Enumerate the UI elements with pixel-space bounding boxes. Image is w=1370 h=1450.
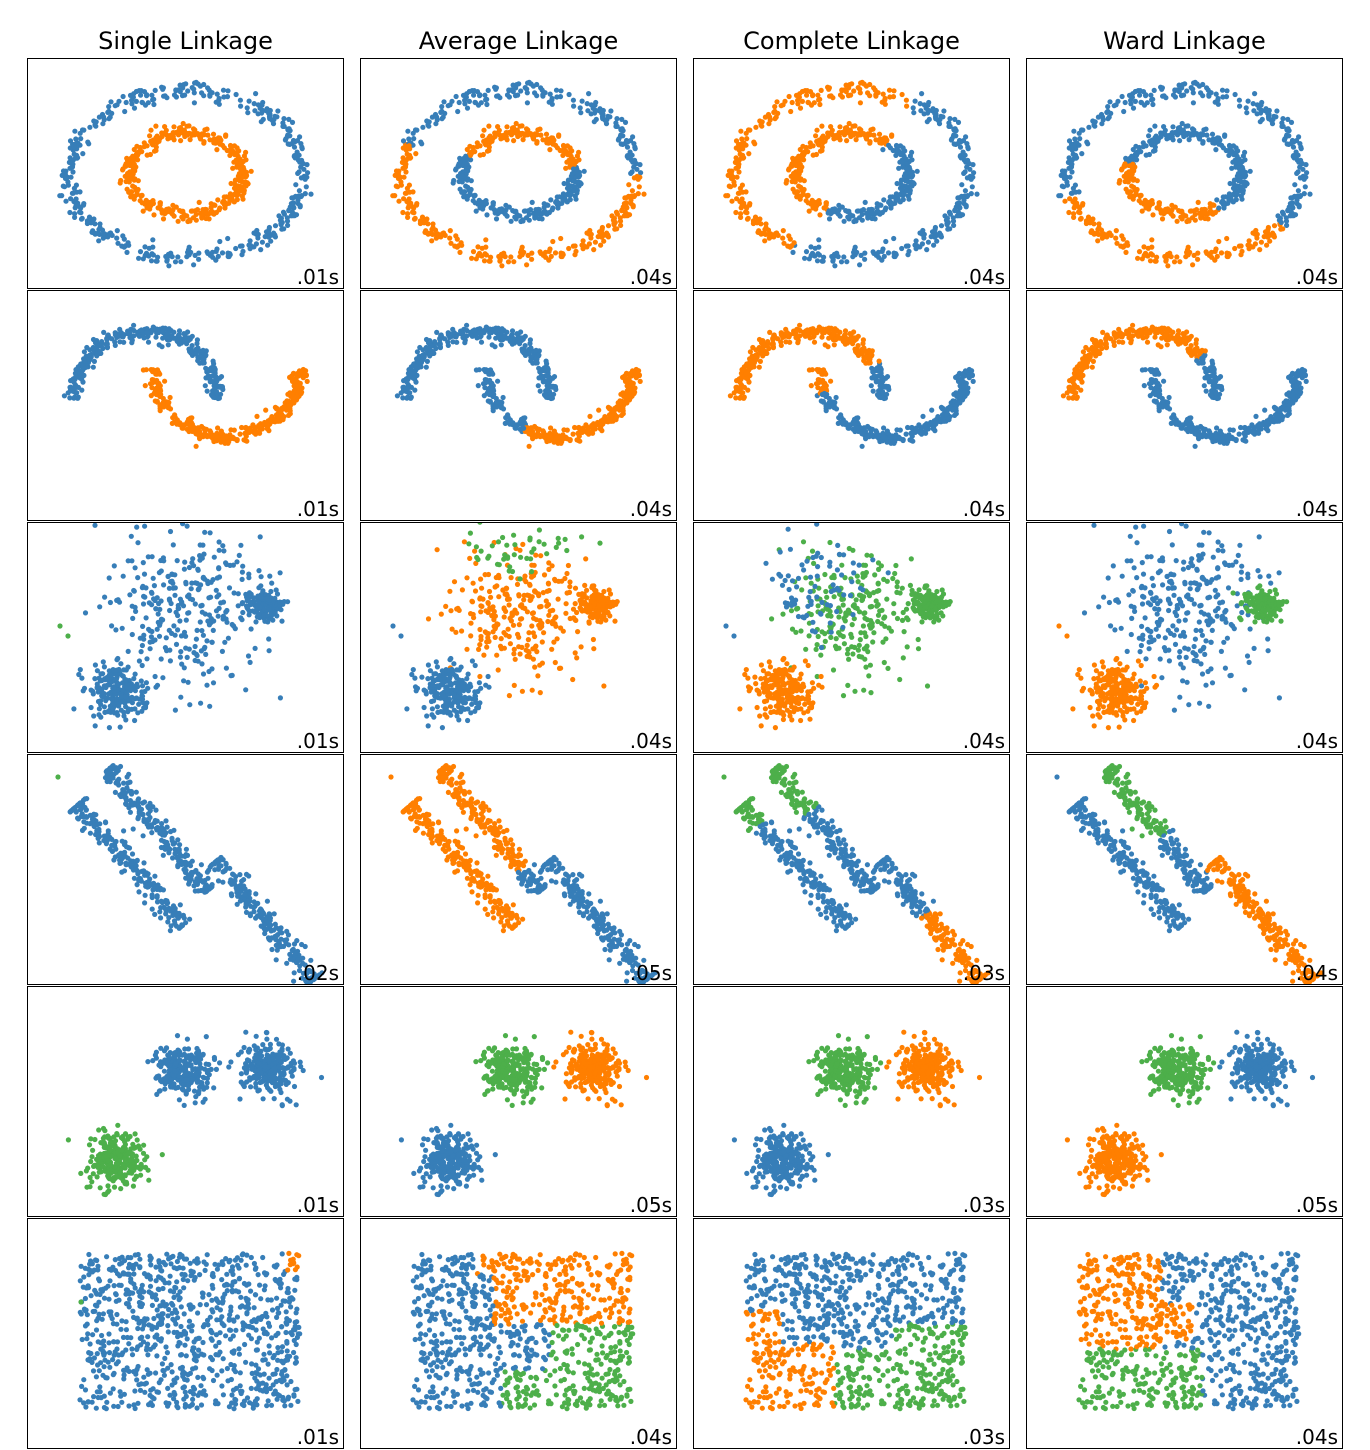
scatter-plot	[721, 763, 991, 984]
timing-label: .04s	[629, 265, 672, 289]
scatter-plot	[57, 79, 314, 269]
timing-label: .05s	[1295, 1193, 1338, 1217]
subplot-aniso-ward: .04s	[1026, 754, 1343, 985]
subplot-varied-complete: .04s	[693, 522, 1010, 753]
subplot-noisy_moons-ward: .04s	[1026, 290, 1343, 521]
timing-label: .04s	[1295, 265, 1338, 289]
subplot-varied-ward: .04s	[1026, 522, 1343, 753]
scatter-plot	[1054, 763, 1324, 984]
scatter-plot	[394, 322, 643, 449]
subplot-no_structure-ward: .04s	[1026, 1218, 1343, 1449]
scatter-plot	[57, 523, 291, 731]
subplot-blobs-ward: .05s	[1026, 986, 1343, 1217]
timing-label: .02s	[296, 961, 339, 985]
subplot-aniso-average: .05s	[360, 754, 677, 985]
column-title-average: Average Linkage	[418, 27, 619, 55]
subplot-blobs-complete: .03s	[693, 986, 1010, 1217]
column-title-ward: Ward Linkage	[1103, 27, 1266, 55]
timing-label: .04s	[962, 497, 1005, 521]
timing-label: .01s	[296, 497, 339, 521]
scatter-plot	[61, 322, 310, 449]
subplot-no_structure-average: .04s	[360, 1218, 677, 1449]
timing-label: .04s	[629, 1425, 672, 1449]
subplot-blobs-average: .05s	[360, 986, 677, 1217]
scatter-plot	[398, 1029, 650, 1198]
timing-label: .01s	[296, 1425, 339, 1449]
subplot-aniso-complete: .03s	[693, 754, 1010, 985]
timing-label: .01s	[296, 729, 339, 753]
scatter-plot	[390, 79, 647, 269]
scatter-plot	[1060, 322, 1309, 449]
timing-label: .04s	[1295, 497, 1338, 521]
scatter-plot	[743, 1250, 969, 1412]
column-title-single: Single Linkage	[98, 27, 273, 55]
subplot-no_structure-single: .01s	[27, 1218, 344, 1449]
scatter-plot	[77, 1250, 303, 1412]
scatter-plot	[65, 1029, 325, 1198]
subplot-varied-single: .01s	[27, 522, 344, 753]
scatter-plot	[388, 763, 658, 984]
scatter-plot	[723, 79, 980, 269]
scatter-plot	[1056, 79, 1313, 269]
subplot-noisy_moons-complete: .04s	[693, 290, 1010, 521]
timing-label: .04s	[629, 729, 672, 753]
subplot-no_structure-complete: .03s	[693, 1218, 1010, 1449]
timing-label: .03s	[962, 961, 1005, 985]
subplot-noisy_moons-average: .04s	[360, 290, 677, 521]
subplot-noisy_moons-single: .01s	[27, 290, 344, 521]
subplot-blobs-single: .01s	[27, 986, 344, 1217]
subplot-aniso-single: .02s	[27, 754, 344, 985]
timing-label: .01s	[296, 1193, 339, 1217]
timing-label: .05s	[629, 1193, 672, 1217]
timing-label: .04s	[962, 729, 1005, 753]
scatter-plot	[727, 322, 976, 449]
subplot-varied-average: .04s	[360, 522, 677, 753]
subplot-noisy_circles-single: .01s	[27, 58, 344, 289]
scatter-plot	[1076, 1250, 1302, 1412]
timing-label: .04s	[1295, 961, 1338, 985]
scatter-plot	[723, 523, 953, 731]
timing-label: .03s	[962, 1425, 1005, 1449]
timing-label: .04s	[1295, 1425, 1338, 1449]
scatter-plot	[55, 763, 325, 984]
scatter-plot	[1064, 1029, 1316, 1198]
scatter-plot	[731, 1029, 983, 1198]
scatter-plot	[1056, 523, 1290, 731]
timing-label: .04s	[1295, 729, 1338, 753]
column-title-complete: Complete Linkage	[743, 27, 960, 55]
timing-label: .01s	[296, 265, 339, 289]
timing-label: .03s	[962, 1193, 1005, 1217]
timing-label: .04s	[629, 497, 672, 521]
timing-label: .04s	[962, 265, 1005, 289]
subplot-noisy_circles-average: .04s	[360, 58, 677, 289]
scatter-plot	[390, 523, 620, 731]
subplot-noisy_circles-complete: .04s	[693, 58, 1010, 289]
subplot-noisy_circles-ward: .04s	[1026, 58, 1343, 289]
timing-label: .05s	[629, 961, 672, 985]
scatter-plot	[410, 1250, 636, 1412]
